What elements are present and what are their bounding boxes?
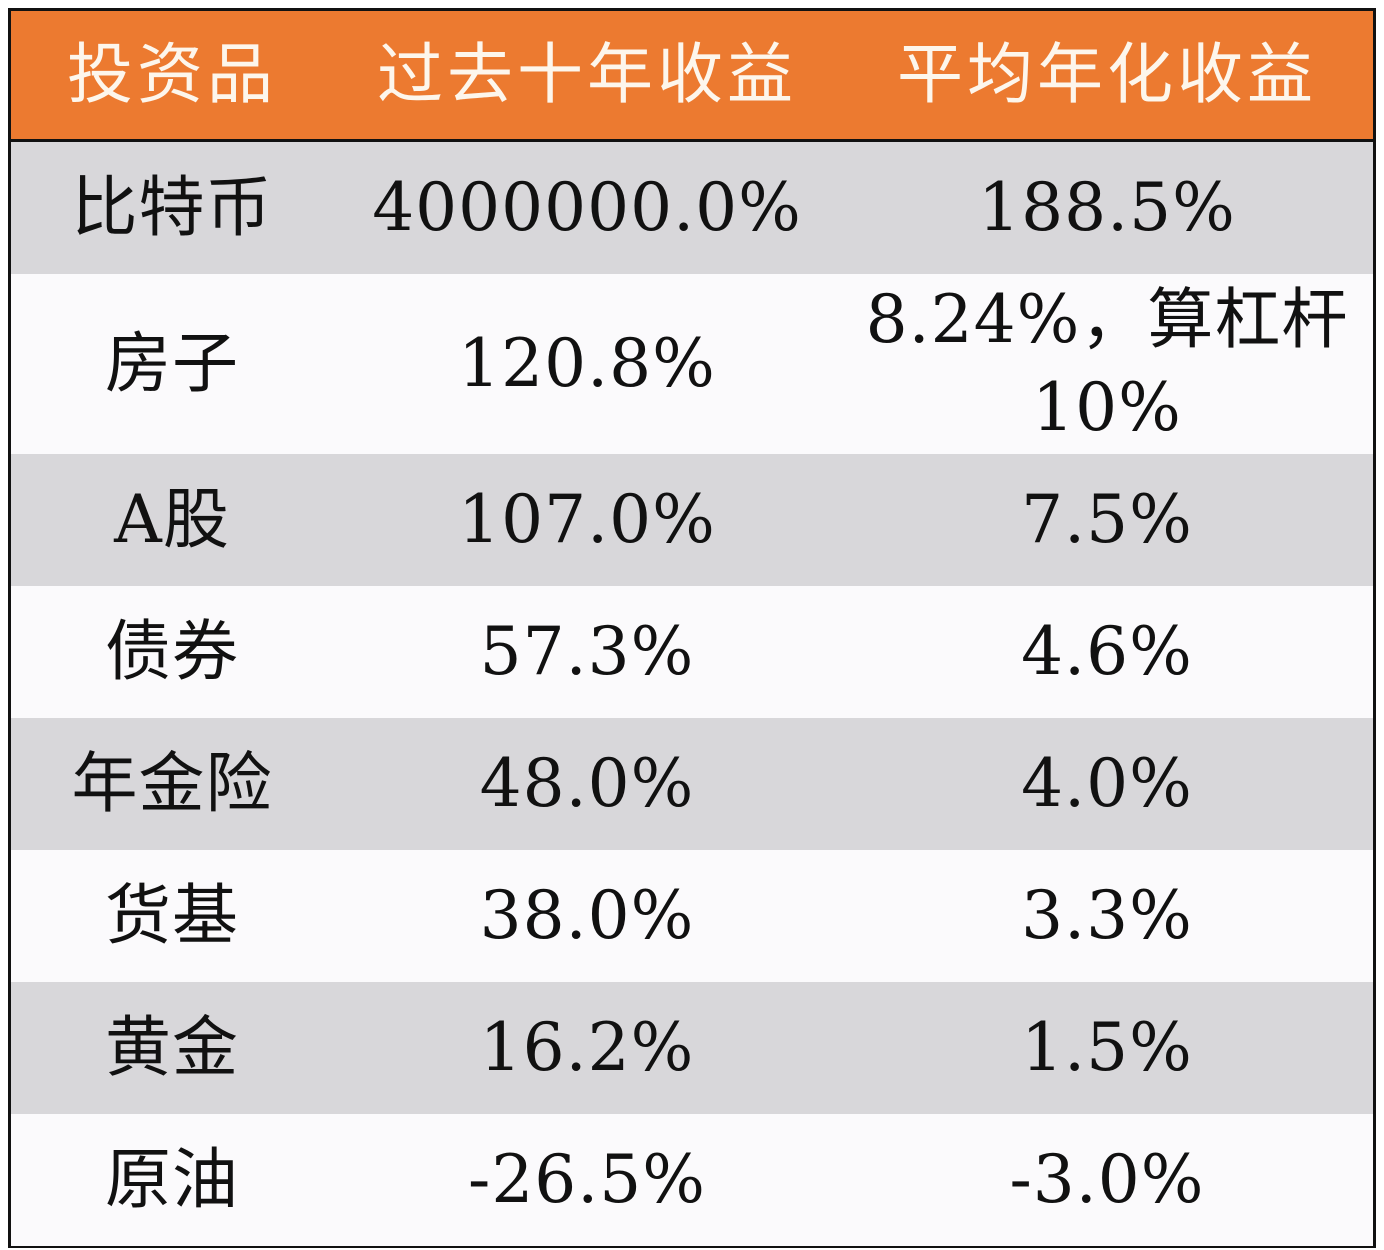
annualized-return-cell: 3.3%	[1021, 876, 1193, 954]
annualized-return-cell: 1.5%	[1021, 1008, 1193, 1086]
annualized-return-cell: 8.24%，算杠杆10%	[865, 281, 1349, 446]
ten-year-return-cell: 48.0%	[479, 744, 695, 822]
returns-table: 投资品 过去十年收益 平均年化收益 比特币 4000000.0% 188.5% …	[8, 8, 1376, 1248]
ten-year-return-cell: 38.0%	[479, 876, 695, 954]
ten-year-return-cell: 57.3%	[479, 612, 695, 690]
header-annualized-return: 平均年化收益	[897, 35, 1317, 113]
table-row: 比特币 4000000.0% 188.5%	[11, 142, 1373, 274]
ten-year-return-cell: 120.8%	[458, 324, 716, 402]
table-row: A股 107.0% 7.5%	[11, 454, 1373, 586]
ten-year-return-cell: -26.5%	[468, 1140, 706, 1218]
asset-cell: 房子	[105, 324, 239, 402]
table-row: 黄金 16.2% 1.5%	[11, 982, 1373, 1114]
table-header-row: 投资品 过去十年收益 平均年化收益	[11, 11, 1373, 142]
header-asset: 投资品	[67, 35, 277, 113]
asset-cell: A股	[114, 480, 230, 558]
annualized-return-cell: 7.5%	[1021, 480, 1193, 558]
asset-cell: 货基	[105, 876, 239, 954]
annualized-return-cell: -3.0%	[1009, 1140, 1205, 1218]
asset-cell: 年金险	[71, 744, 273, 822]
asset-cell: 原油	[105, 1140, 239, 1218]
annualized-return-cell: 188.5%	[978, 168, 1236, 246]
asset-cell: 债券	[105, 612, 239, 690]
annualized-return-cell: 4.6%	[1021, 612, 1193, 690]
header-ten-year-return: 过去十年收益	[377, 35, 797, 113]
ten-year-return-cell: 16.2%	[479, 1008, 695, 1086]
table-row: 年金险 48.0% 4.0%	[11, 718, 1373, 850]
asset-cell: 比特币	[71, 168, 273, 246]
ten-year-return-cell: 107.0%	[458, 480, 716, 558]
table-row: 债券 57.3% 4.6%	[11, 586, 1373, 718]
table-row: 原油 -26.5% -3.0%	[11, 1114, 1373, 1246]
table-row: 货基 38.0% 3.3%	[11, 850, 1373, 982]
ten-year-return-cell: 4000000.0%	[372, 168, 802, 246]
asset-cell: 黄金	[105, 1008, 239, 1086]
table-row: 房子 120.8% 8.24%，算杠杆10%	[11, 274, 1373, 454]
annualized-return-cell: 4.0%	[1021, 744, 1193, 822]
